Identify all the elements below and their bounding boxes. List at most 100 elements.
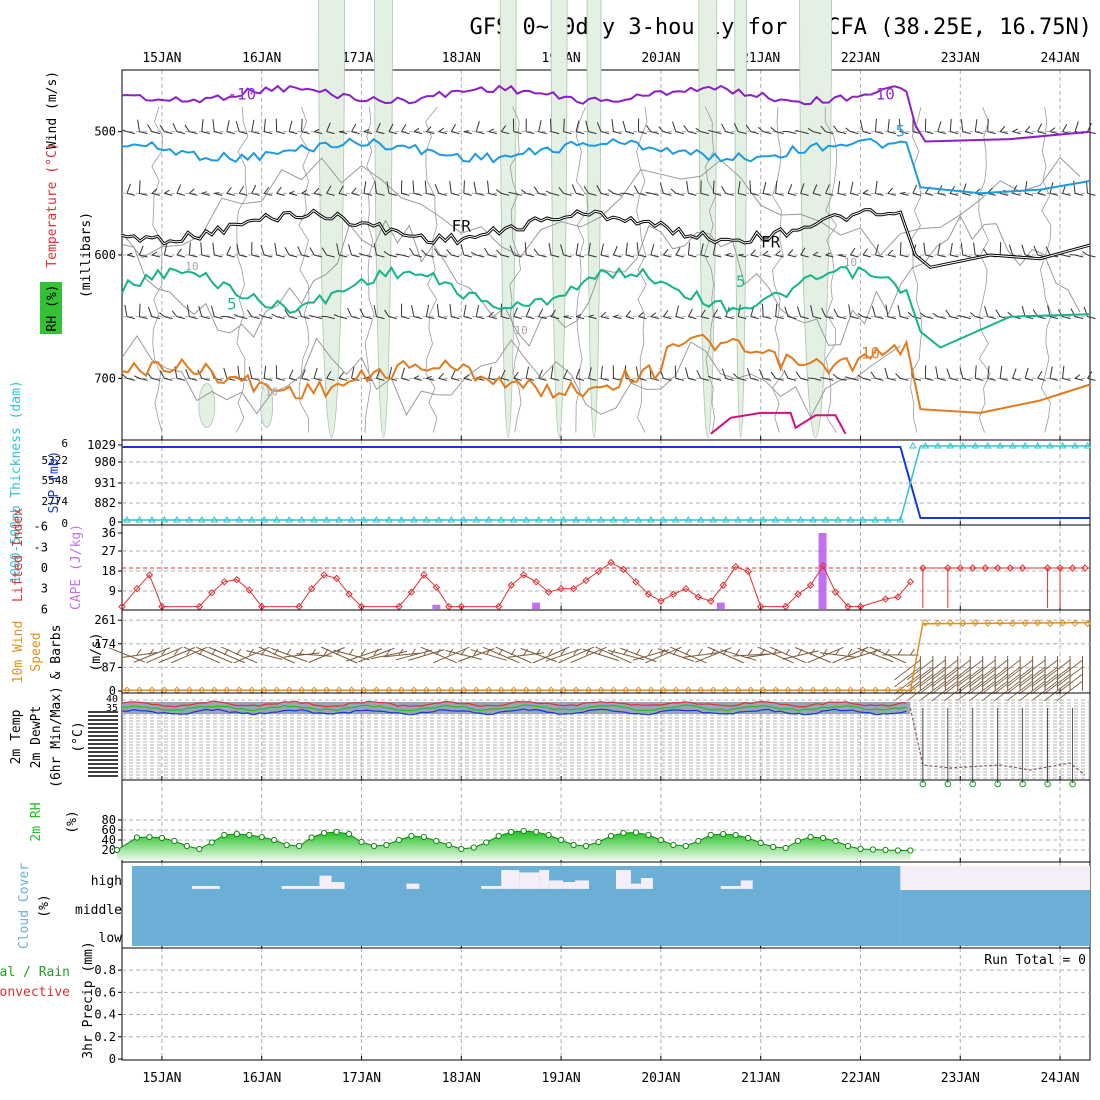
y-tick-label: 0 — [109, 684, 116, 698]
rh-marker — [408, 832, 415, 840]
wind-barb-10m — [931, 680, 959, 702]
wind-barb — [176, 131, 186, 135]
li-marker — [919, 564, 927, 572]
dewpoint-marker — [1069, 780, 1076, 788]
wind-barb — [1000, 131, 1009, 135]
wind-speed-marker — [547, 686, 555, 694]
wind-barb — [374, 180, 377, 194]
wind-barb — [463, 180, 465, 194]
y-tick-label: 20 — [102, 843, 116, 857]
wind-speed-marker — [759, 686, 767, 694]
li-marker — [395, 602, 403, 611]
bottom-date-axis: 15JAN 16JAN 17JAN 18JAN 19JAN 20JAN 21JAN 22JAN… — [142, 1071, 1079, 1086]
wind-barb — [388, 367, 393, 379]
wind-speed-marker — [185, 686, 194, 694]
rh-marker — [208, 839, 215, 846]
wind-barb — [758, 369, 764, 379]
panel-axis-label-part: Temperature (°C) — [45, 142, 60, 267]
wind-barb — [438, 377, 447, 381]
panel-axis-label: 10m Wind — [11, 621, 26, 684]
wind-barb-10m — [523, 648, 529, 656]
thickness-marker — [884, 516, 892, 523]
wind-barb — [549, 118, 552, 132]
li-line — [121, 561, 911, 608]
li-marker — [781, 602, 790, 611]
wind-barb — [238, 185, 245, 194]
wind-barb — [351, 366, 355, 379]
wind-barb — [463, 254, 472, 258]
y-tick-label: 980 — [94, 455, 116, 469]
wind-barb — [558, 187, 564, 194]
wind-barb — [513, 371, 519, 379]
wind-barb — [210, 305, 215, 317]
wind-barb — [233, 313, 240, 318]
wind-barb — [1021, 244, 1026, 256]
wind-barb — [825, 316, 834, 320]
wind-speed-marker — [472, 686, 480, 694]
wind-barb — [301, 189, 307, 194]
thickness-marker — [958, 442, 967, 449]
thickness-marker — [584, 516, 593, 523]
wind-barb — [1087, 192, 1096, 196]
wind-barb — [737, 181, 741, 194]
wind-barb — [575, 254, 585, 258]
wind-barb — [950, 377, 959, 381]
thickness-marker — [746, 516, 755, 523]
wind-barb — [608, 189, 614, 194]
wind-barb — [875, 377, 884, 381]
wind-barb — [401, 131, 410, 135]
wind-barb — [276, 186, 282, 194]
wind-barb-10m — [682, 652, 719, 658]
wind-barb — [475, 304, 480, 317]
li-marker — [956, 564, 964, 572]
li-marker — [582, 576, 590, 585]
wind-barb — [1033, 245, 1039, 256]
wind-barb-10m — [221, 646, 258, 664]
wind-barb — [363, 316, 373, 320]
wind-speed-marker — [934, 619, 942, 628]
thickness-marker — [447, 516, 456, 523]
wind-barb-10m — [208, 646, 245, 664]
wind-barb — [900, 316, 909, 320]
rh-marker — [894, 847, 901, 854]
cloud-gap — [406, 883, 420, 889]
wind-barb — [820, 125, 826, 132]
wind-barb — [147, 306, 153, 317]
panel-axis-label-part: (°C) — [71, 721, 86, 752]
wind-speed-marker — [210, 686, 219, 694]
wind-barb — [438, 131, 447, 135]
rh-marker — [732, 831, 739, 839]
contour-green — [121, 265, 1091, 349]
li-marker — [432, 583, 441, 592]
wind-barb — [563, 377, 572, 381]
li-marker — [133, 584, 141, 593]
wind-barb — [301, 377, 310, 381]
rh-marker — [607, 832, 615, 840]
wind-barb — [264, 131, 273, 135]
wind-barb — [139, 377, 148, 381]
wind-barb — [750, 249, 756, 256]
wind-barb — [775, 303, 778, 317]
wind-barb — [226, 246, 232, 256]
wind-barb — [937, 316, 946, 320]
wind-barb — [425, 304, 430, 317]
wind-barb — [376, 192, 385, 196]
wind-speed-marker — [335, 686, 343, 694]
gray-contour — [771, 106, 784, 433]
wind-speed-marker — [235, 686, 243, 694]
wind-barb — [336, 243, 340, 256]
wind-barb — [463, 316, 472, 320]
wind-barb — [575, 242, 579, 256]
thickness-marker — [834, 516, 842, 523]
panel-axis-label-part: CAPE (J/kg) — [69, 524, 84, 610]
wind-barb — [301, 192, 310, 196]
wind-barb — [720, 185, 727, 194]
wind-barb — [333, 314, 340, 318]
wind-barb-10m — [161, 648, 167, 656]
wind-barb — [338, 192, 348, 196]
date-label-top: 22JAN — [841, 51, 880, 66]
wind-barb-10m — [121, 651, 158, 659]
wind-barb — [363, 131, 373, 135]
